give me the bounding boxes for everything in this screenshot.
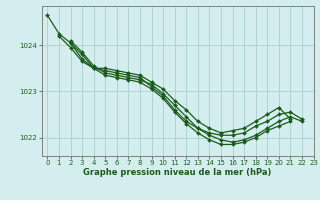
X-axis label: Graphe pression niveau de la mer (hPa): Graphe pression niveau de la mer (hPa) <box>84 168 272 177</box>
